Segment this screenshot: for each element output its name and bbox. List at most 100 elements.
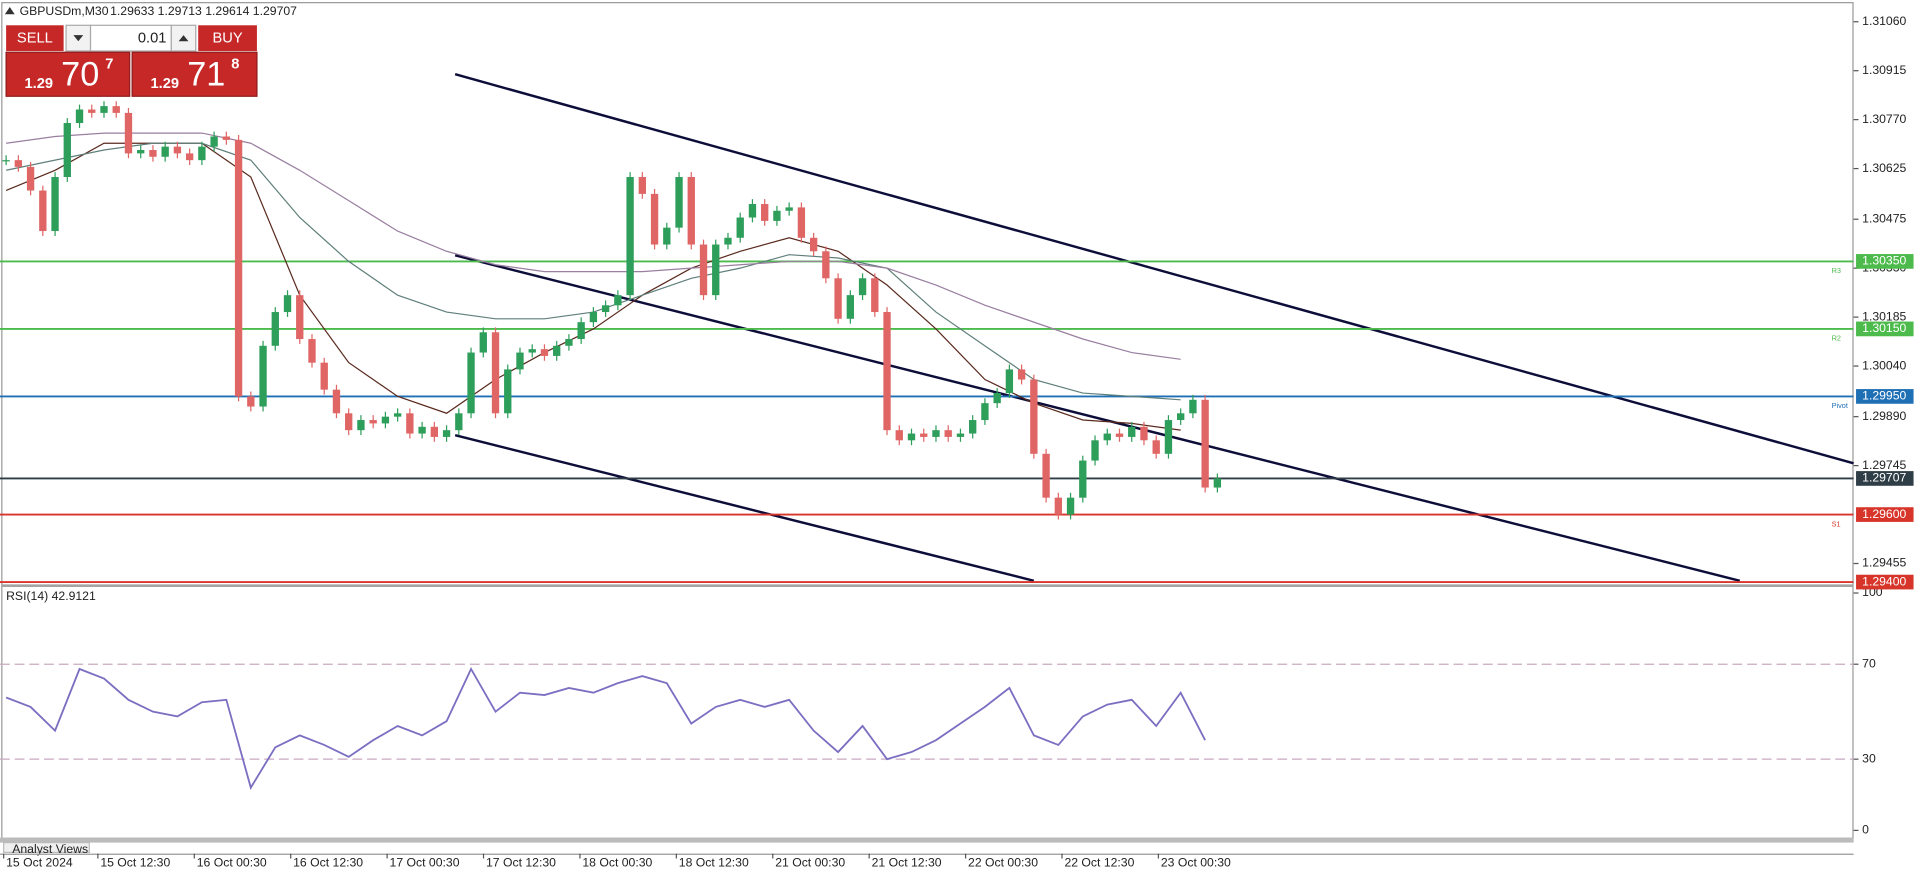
time-label: 15 Oct 12:30 — [100, 856, 170, 870]
trend-line — [454, 254, 1741, 582]
trade-panel: SELL 0.01 BUY 1.29 70 7 1.29 71 8 — [5, 24, 258, 97]
level-tag: R2 — [1832, 334, 1841, 343]
main-pane — [1, 2, 1854, 586]
candle — [773, 210, 781, 221]
level-box — [1856, 507, 1914, 522]
candle — [149, 150, 157, 157]
candle — [589, 312, 598, 323]
candle — [124, 112, 133, 154]
price-tick-label: 1.31060 — [1862, 14, 1906, 28]
price-tick-label: 1.30475 — [1862, 211, 1906, 225]
candle — [161, 146, 169, 157]
candle — [981, 403, 989, 421]
candle — [540, 349, 549, 356]
ask-big: 71 — [187, 56, 225, 94]
candle — [504, 369, 512, 414]
candle — [1115, 433, 1124, 437]
price-tick-label: 1.30770 — [1862, 112, 1906, 126]
time-label: 18 Oct 00:30 — [582, 856, 652, 870]
price-tick-label: 1.30915 — [1862, 63, 1906, 77]
price-tick-label: 1.29890 — [1862, 409, 1906, 423]
time-label: 22 Oct 00:30 — [968, 856, 1038, 870]
ask-small: 8 — [231, 56, 239, 72]
candle — [112, 106, 120, 113]
price-tick-label: 1.30185 — [1862, 309, 1906, 323]
candle — [528, 349, 536, 353]
rsi-tick-label: 0 — [1862, 823, 1869, 837]
candle — [1201, 399, 1209, 488]
candle — [1140, 426, 1148, 441]
rsi-label: RSI(14) 42.9121 — [6, 589, 96, 603]
candle — [39, 190, 47, 232]
buy-label: BUY — [212, 31, 242, 47]
candle — [822, 251, 830, 279]
level-label: 1.29707 — [1862, 471, 1906, 485]
candle — [675, 177, 683, 228]
level-label: 1.30350 — [1862, 254, 1906, 268]
candle — [75, 109, 84, 124]
candle — [907, 433, 916, 441]
candle — [467, 352, 475, 414]
candle — [1054, 497, 1062, 515]
candle — [1042, 453, 1050, 498]
candle — [883, 312, 891, 431]
trend-line — [454, 433, 1035, 582]
level-label: 1.29400 — [1862, 574, 1906, 588]
footer-tab[interactable] — [3, 841, 90, 853]
level-label: 1.30150 — [1862, 321, 1906, 335]
candle — [1213, 478, 1222, 488]
candle — [1005, 369, 1014, 394]
candle — [357, 420, 365, 431]
candle — [748, 204, 757, 218]
candle — [1128, 426, 1136, 437]
buy-button[interactable] — [198, 25, 257, 51]
ohlc: 1.29633 1.29713 1.29614 1.29707 — [110, 4, 297, 18]
up-arrow — [178, 35, 189, 42]
candle — [1091, 440, 1099, 461]
candle — [283, 295, 292, 313]
candle — [455, 413, 463, 431]
time-label: 21 Oct 00:30 — [775, 856, 845, 870]
collapse-icon[interactable] — [4, 6, 15, 15]
candle — [234, 139, 243, 397]
candle — [516, 352, 524, 370]
candle — [1030, 379, 1038, 454]
candle — [259, 345, 267, 407]
candle — [932, 430, 940, 437]
candle — [369, 420, 377, 424]
level-tag: Pivot — [1832, 401, 1848, 410]
candle — [553, 345, 561, 356]
time-label: 17 Oct 12:30 — [486, 856, 556, 870]
candle — [137, 150, 145, 154]
level-box — [1856, 321, 1914, 337]
candle — [871, 278, 879, 313]
candle — [1103, 433, 1111, 441]
ask-box[interactable] — [131, 51, 258, 97]
candle — [895, 430, 903, 441]
candle — [381, 416, 390, 424]
candle — [1017, 369, 1026, 380]
sell-button[interactable] — [6, 25, 64, 51]
candle — [100, 106, 108, 113]
candle — [712, 244, 720, 296]
price-tick-label: 1.30625 — [1862, 161, 1906, 175]
symbol: GBPUSDm,M30 — [20, 4, 109, 18]
candle — [614, 295, 622, 306]
candle — [296, 295, 304, 340]
candle — [479, 332, 487, 353]
levels: R3 R2 Pivot S1 — [0, 260, 1854, 583]
rsi-line — [5, 666, 1206, 790]
candle — [1152, 440, 1160, 454]
candle — [271, 312, 279, 346]
bid-box[interactable] — [5, 51, 131, 97]
level-tag: R3 — [1832, 266, 1841, 275]
candle — [761, 204, 769, 221]
candle — [809, 237, 818, 252]
rsi-tick-label: 70 — [1862, 656, 1876, 670]
candle — [1066, 497, 1075, 515]
time-label: 17 Oct 00:30 — [390, 856, 460, 870]
level-box — [1856, 574, 1914, 590]
down-arrow — [73, 35, 84, 42]
